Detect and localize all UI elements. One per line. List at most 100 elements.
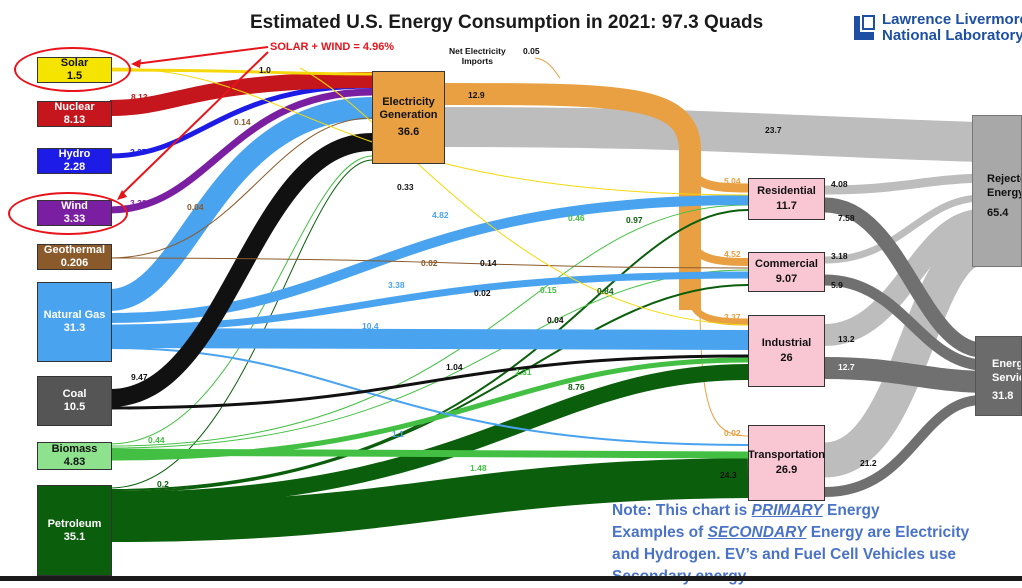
note-line2: Examples of SECONDARY Energy are Electri… — [612, 522, 1012, 544]
flow-petroleum-residential — [109, 209, 749, 491]
flow-electricity-residential — [685, 159, 749, 193]
flow-commercial-services — [824, 274, 981, 371]
services-value: 31.8 — [992, 390, 1014, 402]
sector-residential-name: Residential — [757, 185, 816, 197]
flow-geothermal-commercial — [109, 257, 749, 269]
electricity-generation-node: Electricity Generation 36.6 — [372, 71, 445, 164]
flow-solar-industrial — [299, 67, 749, 326]
label-bio-com: 0.15 — [540, 285, 557, 295]
label-ind-rejected: 13.2 — [838, 334, 855, 344]
label-ind-services: 12.7 — [838, 362, 855, 372]
label-solar-ind: 0.04 — [547, 315, 564, 325]
flow-generation-rejected — [444, 107, 981, 162]
source-geothermal-value: 0.206 — [60, 257, 89, 269]
source-biomass-name: Biomass — [51, 443, 98, 455]
coal-flows — [109, 133, 749, 410]
sector-residential: Residential 11.7 — [748, 178, 825, 220]
flow-petroleum-commercial — [109, 284, 749, 493]
arrow-to-wind — [119, 51, 269, 197]
annotation-arrows — [117, 46, 269, 200]
label-geo-com: 0.02 — [421, 258, 438, 268]
sector-transportation-value: 26.9 — [775, 464, 798, 476]
arrowhead-solar — [131, 59, 141, 68]
rejected-name-line1: Rejected — [987, 173, 1021, 185]
note-line2-em: SECONDARY — [707, 524, 807, 541]
flow-hydro-generation — [109, 83, 373, 159]
label-com-services: 5.9 — [831, 280, 843, 290]
flow-gas-generation — [108, 97, 373, 311]
label-pet-gen: 0.2 — [157, 479, 169, 489]
sector-transportation-name: Transportation — [748, 449, 826, 461]
flow-solar-residential — [109, 67, 749, 196]
flow-transportation-services — [824, 395, 981, 497]
flow-electricity-industrial — [686, 289, 749, 326]
label-gen-trans: 0.02 — [724, 428, 741, 438]
label-gen-rejected: 23.7 — [765, 125, 782, 135]
lab-name-line1: Lawrence Livermore — [882, 11, 1022, 28]
note-line1: Note: This chart is PRIMARY Energy — [612, 500, 1012, 522]
sector-industrial-name: Industrial — [761, 337, 812, 349]
label-coal-gen: 9.47 — [131, 372, 148, 382]
flow-nuclear-generation — [109, 72, 373, 116]
flow-net-imports — [534, 57, 561, 79]
sector-industrial: Industrial 26 — [748, 315, 825, 387]
generation-name-line2: Generation — [379, 109, 438, 121]
label-geo-res: 0.04 — [187, 202, 204, 212]
flow-gas-industrial — [109, 328, 749, 350]
flow-geothermal-generation — [109, 117, 373, 259]
label-bio-ind: 2.31 — [515, 367, 532, 377]
flow-gas-residential — [109, 195, 749, 323]
net-imports-value: 0.05 — [523, 46, 540, 56]
label-solar-com: 0.14 — [480, 258, 497, 268]
label-coal-ind: 1.04 — [446, 362, 463, 372]
flow-biomass-residential — [109, 204, 749, 447]
net-imports-line2: Imports — [461, 56, 493, 66]
flow-petroleum-generation — [109, 159, 373, 489]
sector-commercial-name: Commercial — [755, 258, 818, 270]
geothermal-flows — [109, 117, 749, 269]
source-coal-value: 10.5 — [63, 401, 86, 413]
primary-energy-note: Note: This chart is PRIMARY Energy Examp… — [612, 500, 1012, 588]
label-hydro-gen: 2.27 — [130, 147, 147, 157]
label-bio-trans: 1.48 — [470, 463, 487, 473]
source-petroleum: Petroleum 35.1 — [37, 485, 112, 576]
label-pet-res: 0.97 — [626, 215, 643, 225]
source-coal: Coal 10.5 — [37, 376, 112, 426]
electricity-flows — [444, 57, 749, 437]
label-bio-res: 0.46 — [568, 213, 585, 223]
source-biomass-value: 4.83 — [63, 456, 86, 468]
source-coal-name: Coal — [62, 388, 87, 400]
source-natural-gas-value: 31.3 — [63, 322, 86, 334]
output-flows — [444, 107, 984, 497]
label-gen-res: 5.04 — [724, 176, 741, 186]
label-nuclear-gen: 8.13 — [131, 92, 148, 102]
label-trans-rejected: 21.2 — [860, 458, 877, 468]
label-bio-gen: 0.44 — [148, 435, 165, 445]
sector-residential-value: 11.7 — [776, 200, 797, 212]
note-line1-em: PRIMARY — [751, 502, 823, 519]
source-hydro-name: Hydro — [58, 148, 91, 160]
source-natural-gas: Natural Gas 31.3 — [37, 282, 112, 362]
label-gas-ind-small: 0.02 — [474, 288, 491, 298]
label-solar-gen: 1.0 — [259, 65, 271, 75]
rejected-name-line2: Energy — [987, 187, 1022, 199]
sector-transportation: Transportation 26.9 — [748, 425, 825, 501]
note-line1-post: Energy — [822, 502, 880, 519]
label-trans-services: 5.65 — [832, 497, 849, 507]
note-line2-post: Energy are Electricity — [806, 524, 970, 541]
lab-name: Lawrence Livermore National Laboratory — [882, 12, 1022, 44]
lab-logo: Lawrence Livermore National Laboratory — [852, 12, 1022, 46]
sector-industrial-value: 26 — [780, 352, 793, 364]
note-line1-pre: Note: This chart is — [612, 502, 752, 519]
source-nuclear: Nuclear 8.13 — [37, 101, 112, 127]
label-gen-ind: 3.37 — [724, 312, 741, 322]
lab-mark-icon — [854, 15, 875, 40]
label-wind-gen: 3.32 — [130, 198, 147, 208]
label-solar-res: 0.33 — [397, 182, 414, 192]
services-name-line2: Services — [992, 372, 1021, 384]
label-pet-trans: 24.3 — [720, 470, 737, 480]
arrowhead-wind — [117, 190, 127, 200]
services-name-line1: Energy — [992, 358, 1021, 370]
flow-transportation-rejected — [822, 230, 984, 478]
